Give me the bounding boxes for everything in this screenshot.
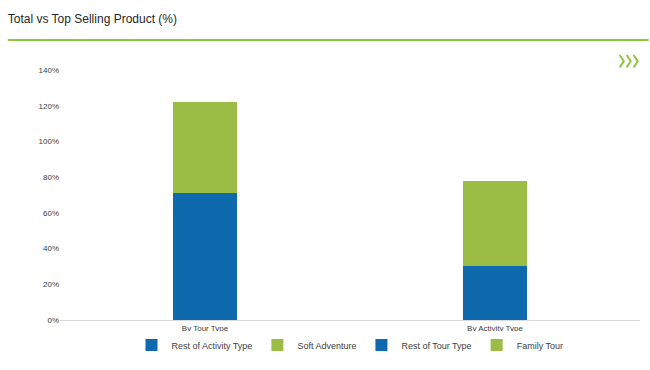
svg-text:20%: 20% <box>43 280 59 289</box>
svg-text:120%: 120% <box>39 102 59 111</box>
svg-text:40%: 40% <box>43 244 59 253</box>
svg-text:Family Tour: Family Tour <box>517 341 563 351</box>
svg-text:100%: 100% <box>39 137 59 146</box>
svg-text:0%: 0% <box>47 316 59 325</box>
svg-text:Rest of Tour Type: Rest of Tour Type <box>401 341 471 351</box>
svg-text:140%: 140% <box>39 66 59 75</box>
svg-text:Soft Adventure: Soft Adventure <box>297 341 356 351</box>
svg-text:80%: 80% <box>43 173 59 182</box>
svg-text:60%: 60% <box>43 209 59 218</box>
svg-text:By Activity Type: By Activity Type <box>467 323 523 333</box>
svg-text:Rest of Activity Type: Rest of Activity Type <box>172 341 253 351</box>
svg-text:By Tour Type: By Tour Type <box>181 323 229 333</box>
svg-text:Total vs Top Selling Product (: Total vs Top Selling Product (%) <box>8 12 177 26</box>
